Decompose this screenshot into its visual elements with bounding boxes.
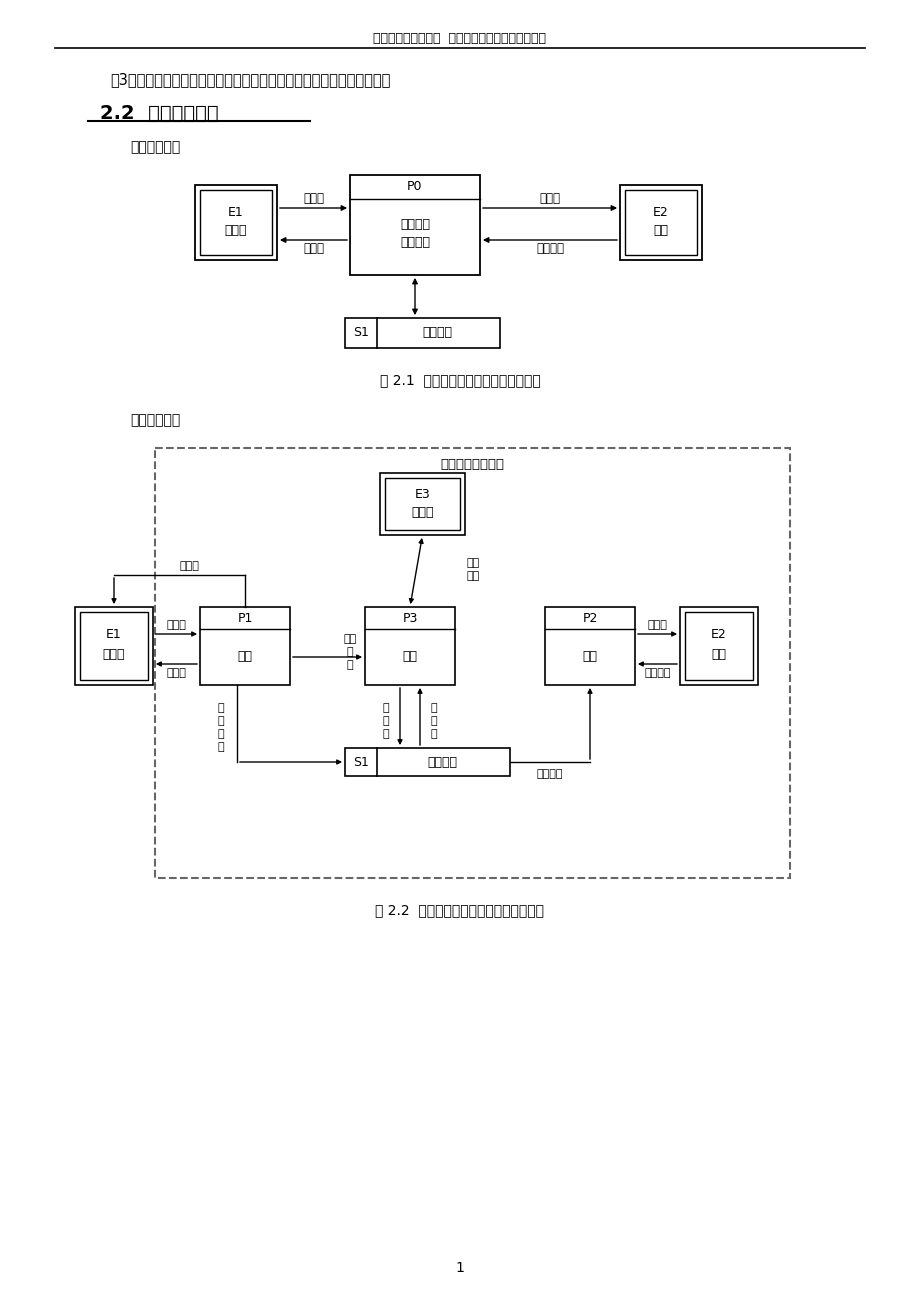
Bar <box>365 607 455 685</box>
Text: P1: P1 <box>237 612 253 625</box>
Text: 信: 信 <box>218 729 224 740</box>
Bar <box>384 478 460 530</box>
Bar <box>195 185 277 260</box>
Bar <box>199 607 289 685</box>
Text: 二层数据流图: 二层数据流图 <box>130 413 180 427</box>
Text: 息: 息 <box>346 660 353 671</box>
Text: 销售单: 销售单 <box>539 193 560 206</box>
Text: 库存: 库存 <box>403 651 417 664</box>
Bar <box>685 612 752 680</box>
Text: 发货单: 发货单 <box>302 193 323 206</box>
Text: 顾客: 顾客 <box>710 648 726 661</box>
Bar <box>80 612 148 680</box>
Text: 库存账本: 库存账本 <box>426 755 457 768</box>
Text: 退货单: 退货单 <box>179 561 199 572</box>
Text: 供应商: 供应商 <box>224 224 247 237</box>
Text: P3: P3 <box>402 612 417 625</box>
Text: P0: P0 <box>407 181 423 194</box>
Text: 计算机与信息工程系  《数据库原理》课程设计报告: 计算机与信息工程系 《数据库原理》课程设计报告 <box>373 31 546 44</box>
Bar <box>619 185 701 260</box>
Bar <box>349 174 480 275</box>
Text: 顶层数据流图: 顶层数据流图 <box>130 141 180 154</box>
Bar <box>345 318 499 348</box>
Bar <box>380 473 464 535</box>
Text: 进货: 进货 <box>237 651 252 664</box>
Text: 出库信息: 出库信息 <box>536 769 562 779</box>
Bar <box>199 190 272 255</box>
Text: S1: S1 <box>353 755 369 768</box>
Text: E3: E3 <box>414 487 430 500</box>
Text: S1: S1 <box>353 327 369 340</box>
Text: 货: 货 <box>218 716 224 727</box>
Text: 图 2.1  宠物用品销售系统顶层数据流图: 图 2.1 宠物用品销售系统顶层数据流图 <box>380 372 539 387</box>
Text: E2: E2 <box>652 206 668 219</box>
Text: 顾客定单: 顾客定单 <box>536 242 563 255</box>
Text: （3）收银员可实行对客户信息查询、库存管理、销售记录管理等操作。: （3）收银员可实行对客户信息查询、库存管理、销售记录管理等操作。 <box>110 73 390 87</box>
Bar <box>544 607 634 685</box>
Bar <box>679 607 757 685</box>
Text: 顾客订单: 顾客订单 <box>643 668 670 678</box>
Text: E1: E1 <box>106 629 121 642</box>
Text: 库存: 库存 <box>343 634 357 644</box>
Text: 提: 提 <box>430 703 437 713</box>
Text: 销售单: 销售单 <box>647 620 666 630</box>
Text: 订货单: 订货单 <box>166 668 187 678</box>
Text: 进: 进 <box>218 703 224 713</box>
Text: 信息: 信息 <box>467 572 480 581</box>
Bar <box>75 607 153 685</box>
Text: 宠物用品: 宠物用品 <box>400 219 429 232</box>
Text: 库存账本: 库存账本 <box>422 327 451 340</box>
Bar <box>154 448 789 878</box>
Text: 顾客: 顾客 <box>652 224 668 237</box>
Text: 1: 1 <box>455 1262 464 1275</box>
Text: 入: 入 <box>382 703 389 713</box>
Bar <box>345 749 509 776</box>
Text: 2.2  系统数据流图: 2.2 系统数据流图 <box>100 103 219 122</box>
Text: 库: 库 <box>430 716 437 727</box>
Text: P2: P2 <box>582 612 597 625</box>
Text: 库存: 库存 <box>467 559 480 568</box>
Text: 供应商: 供应商 <box>103 648 125 661</box>
Text: 订货单: 订货单 <box>302 242 323 255</box>
Text: 图 2.2  宠物用品销售系统第二层数据流图: 图 2.2 宠物用品销售系统第二层数据流图 <box>375 904 544 917</box>
Text: 息: 息 <box>218 742 224 753</box>
Text: 发货单: 发货单 <box>166 620 187 630</box>
Text: 库: 库 <box>382 716 389 727</box>
Text: 宠物用品销售系统: 宠物用品销售系统 <box>440 457 504 470</box>
Text: 单: 单 <box>382 729 389 740</box>
Text: 消售: 消售 <box>582 651 596 664</box>
Text: 单: 单 <box>430 729 437 740</box>
Text: E1: E1 <box>228 206 244 219</box>
Text: 信: 信 <box>346 647 353 658</box>
Text: E2: E2 <box>710 629 726 642</box>
Text: 销售系统: 销售系统 <box>400 237 429 250</box>
Bar <box>624 190 697 255</box>
Text: 管理员: 管理员 <box>411 506 433 519</box>
